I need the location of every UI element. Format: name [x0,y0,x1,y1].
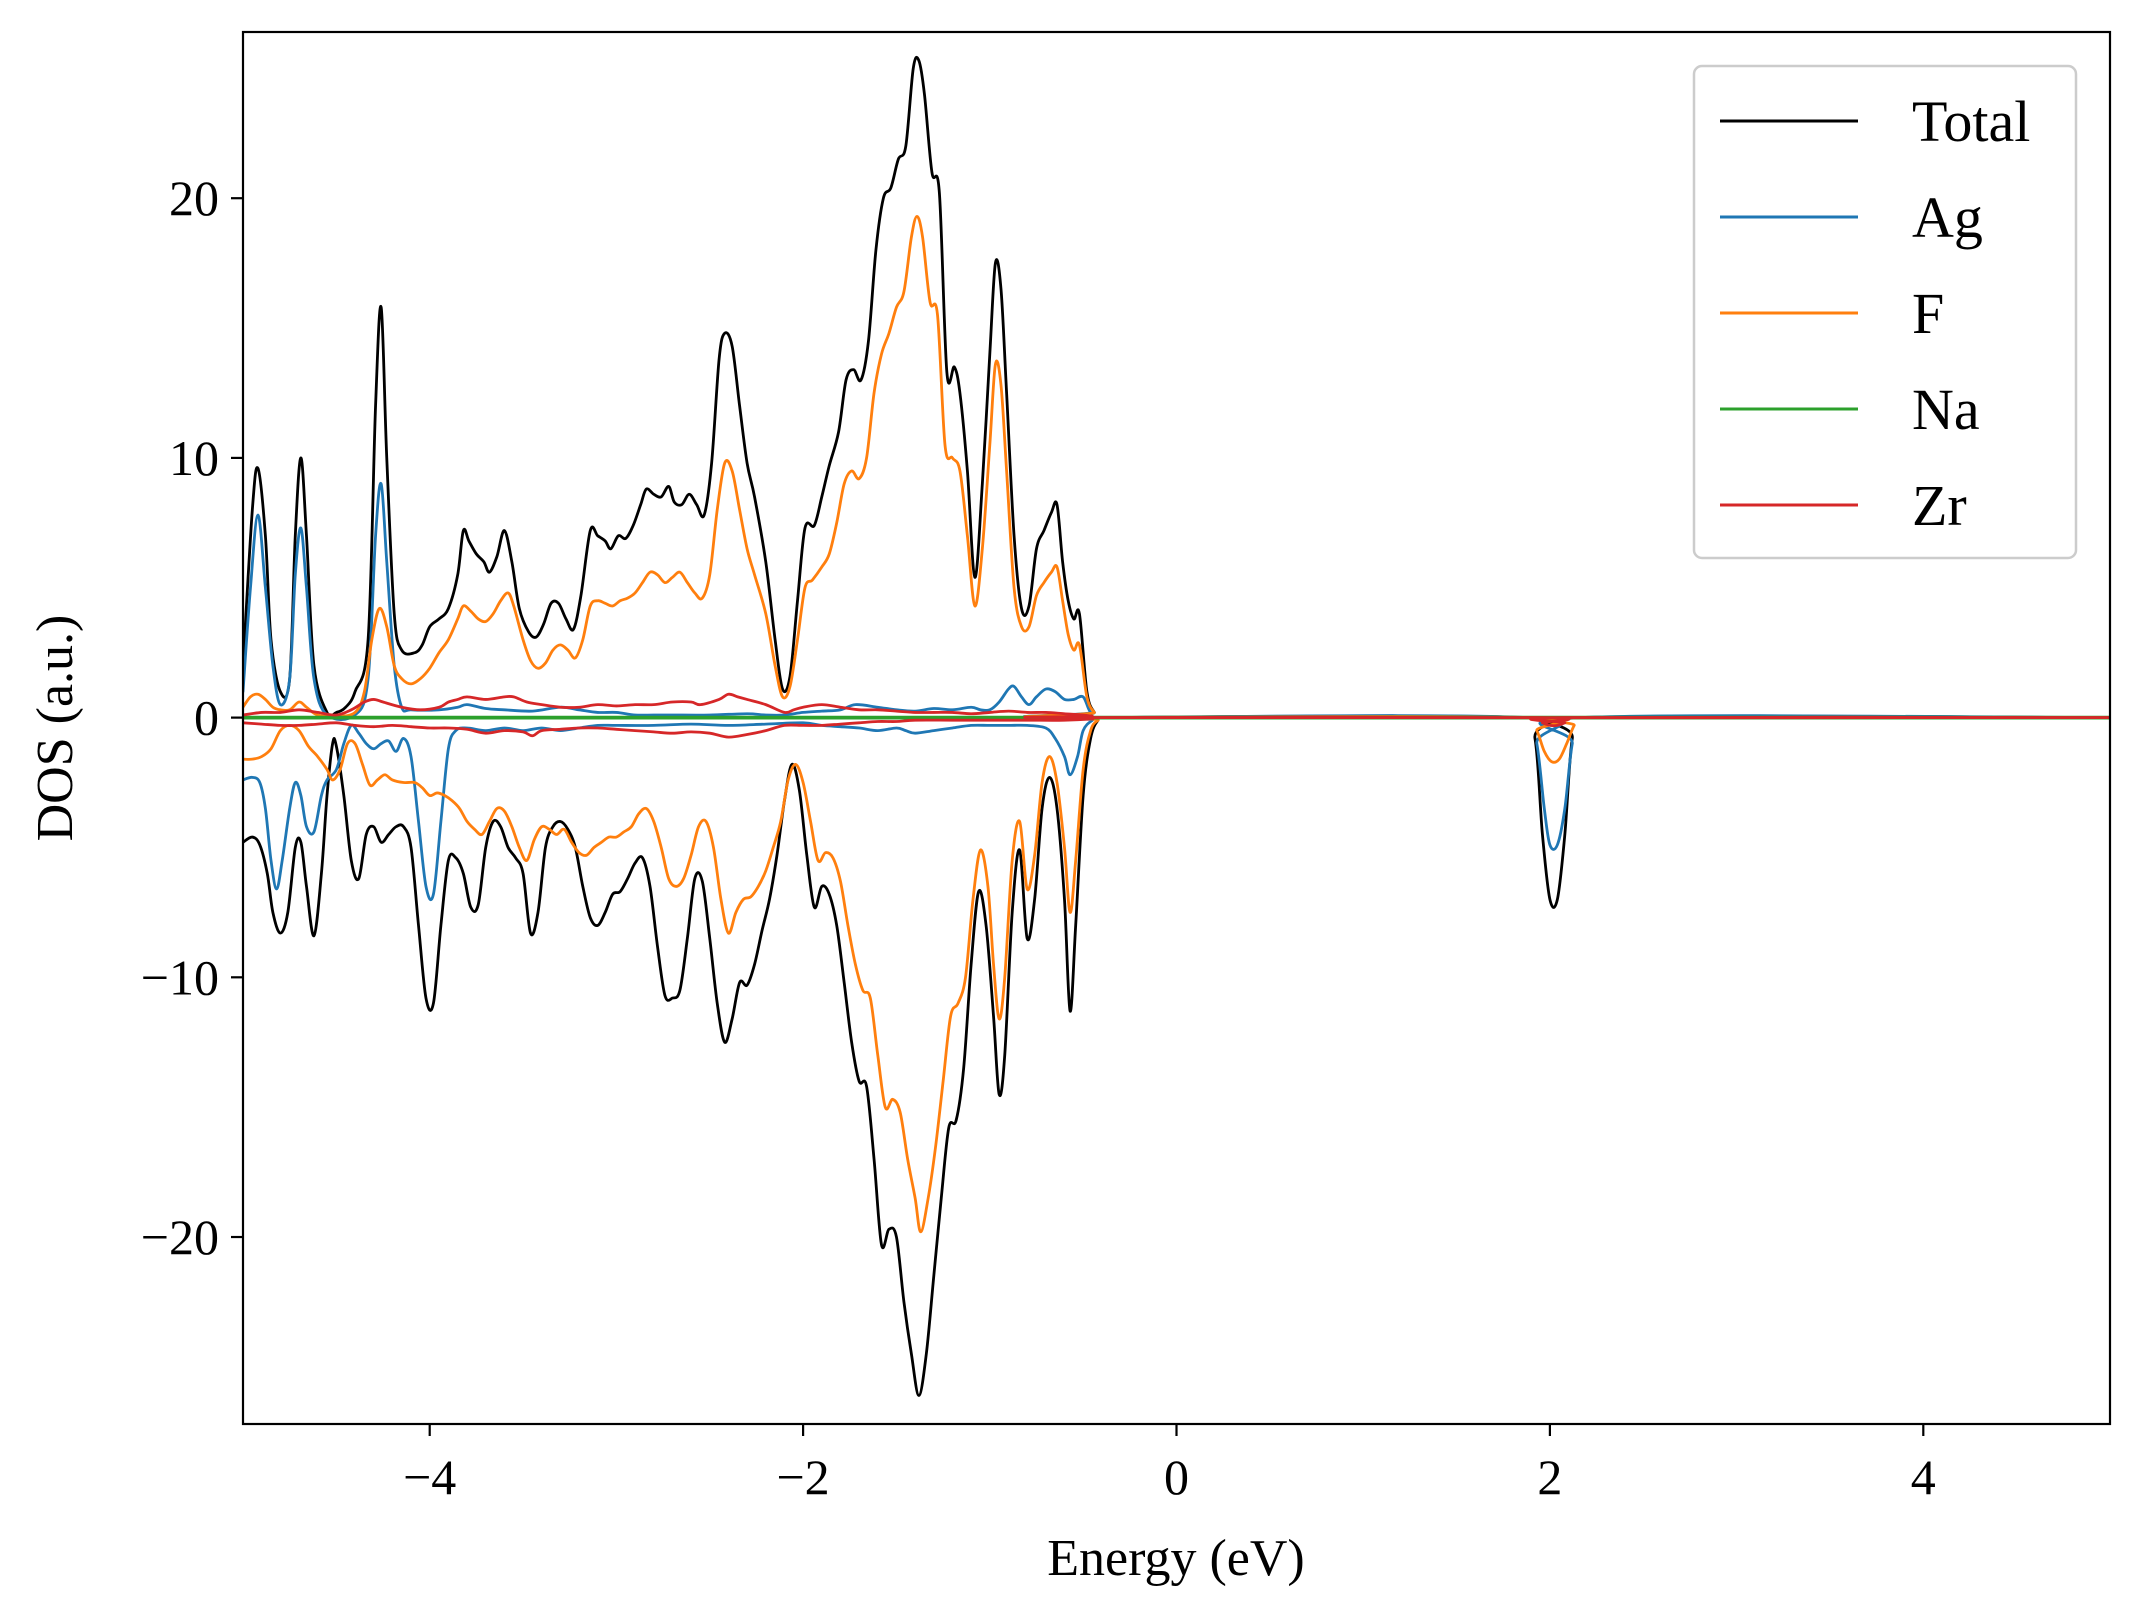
y-axis-title: DOS (a.u.) [27,615,84,842]
legend-label-total: Total [1912,89,2030,154]
x-axis-title: Energy (eV) [1047,1530,1305,1587]
y-tick-label: 20 [169,170,219,226]
plot-frame [241,30,2112,1426]
x-tick-label: −4 [403,1449,456,1505]
legend-label-zr: Zr [1912,473,1967,538]
legend-box [1692,64,2078,560]
series-line-ag-up [243,482,2110,721]
series-line-zr-up [243,692,2110,720]
series-line-zr-down [243,715,2110,739]
legend-label-na: Na [1912,377,1980,442]
series-line-f-up [243,214,2110,720]
legend: Total Ag F Na Zr [1692,64,2078,560]
series-line-total-down [243,714,2110,1397]
y-tick-label: −20 [141,1209,219,1265]
x-tick-label: 4 [1911,1449,1936,1505]
y-tick-label: 10 [169,430,219,486]
series-line-f-down [243,715,2110,1234]
y-tick-label: 0 [194,690,219,746]
series-line-total-up [243,55,2110,720]
x-tick-label: 2 [1537,1449,1562,1505]
series-layer [243,55,2110,1397]
y-tick-label: −10 [141,949,219,1005]
legend-label-ag: Ag [1912,185,1983,250]
x-tick-label: 0 [1164,1449,1189,1505]
x-tick-label: −2 [776,1449,829,1505]
legend-label-f: F [1912,281,1944,346]
